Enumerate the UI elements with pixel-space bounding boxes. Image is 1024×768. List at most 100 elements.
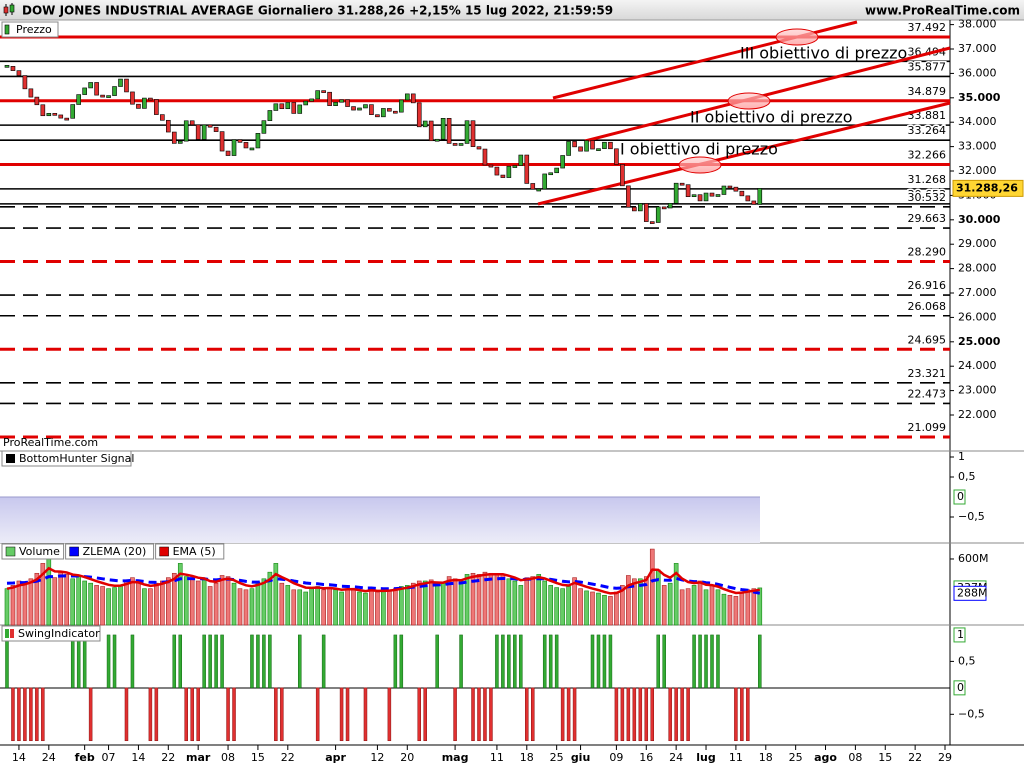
- candle: [375, 114, 380, 118]
- header-site[interactable]: www.ProRealTime.com: [865, 4, 1020, 18]
- x-tick-label: 25: [789, 751, 803, 764]
- x-tick-label: 24: [669, 751, 683, 764]
- candle: [142, 97, 147, 109]
- candle: [154, 99, 159, 115]
- candle: [315, 90, 320, 100]
- x-tick-label: mag: [442, 751, 469, 764]
- volume-bar: [703, 589, 709, 626]
- candle: [697, 194, 703, 202]
- x-tick-label: lug: [696, 751, 715, 764]
- x-tick-label: ago: [814, 751, 837, 764]
- volume-bar: [387, 589, 392, 626]
- candle: [255, 133, 261, 149]
- volume-bar: [363, 592, 368, 626]
- swing-bar: [513, 634, 517, 689]
- legend-label: EMA (5): [173, 545, 216, 558]
- pane-title[interactable]: Prezzo: [16, 23, 52, 36]
- swing-bar: [644, 687, 649, 742]
- swing-bar: [483, 687, 487, 742]
- swing-bar: [23, 687, 27, 742]
- volume-bar: [554, 587, 559, 626]
- candle: [243, 142, 249, 149]
- y-tick-label: 37.000: [958, 42, 997, 55]
- swing-bar: [280, 687, 284, 742]
- target-ellipse: [775, 28, 819, 46]
- volume-bar: [160, 580, 165, 626]
- pane-title[interactable]: SwingIndicator: [18, 627, 100, 640]
- volume-bar: [458, 580, 464, 626]
- candle: [136, 103, 141, 109]
- swing-bar: [423, 687, 427, 742]
- volume-bar: [488, 572, 494, 626]
- swing-bar: [226, 687, 230, 742]
- candle: [745, 195, 751, 202]
- candle: [560, 155, 565, 169]
- value-tag: [953, 489, 966, 505]
- volume-bar: [542, 580, 548, 626]
- trend-line: [584, 46, 951, 143]
- y-tick-label: 34.000: [958, 115, 997, 128]
- candle: [291, 102, 297, 114]
- candle: [213, 126, 219, 132]
- indicator-line: [6, 566, 760, 595]
- volume-bar: [375, 591, 380, 626]
- swing-bar: [519, 634, 523, 689]
- x-tick-label: 18: [520, 751, 534, 764]
- volume-bar: [243, 589, 249, 626]
- swing-bar: [638, 687, 643, 742]
- candle: [536, 188, 542, 192]
- volume-bar: [697, 580, 703, 626]
- candle: [709, 192, 715, 197]
- legend-swatch: [5, 546, 16, 557]
- swing-bar: [178, 634, 183, 689]
- volume-bar: [130, 577, 135, 626]
- volume-bar: [476, 574, 482, 626]
- volume-bar: [249, 588, 255, 626]
- x-tick-label: 11: [729, 751, 743, 764]
- value-tag: [953, 627, 966, 643]
- swing-bar: [124, 687, 129, 742]
- candle: [452, 143, 458, 146]
- candle: [393, 110, 398, 114]
- candle: [249, 147, 255, 151]
- y-tick-label: −0,5: [958, 510, 985, 523]
- volume-bar: [446, 576, 452, 626]
- candle: [58, 114, 64, 119]
- volume-bar: [602, 594, 607, 626]
- volume-bar: [512, 580, 518, 626]
- volume-bar: [757, 587, 763, 626]
- x-tick-label: 08: [221, 751, 235, 764]
- candle: [363, 104, 368, 109]
- candle: [297, 104, 303, 114]
- swing-bar: [656, 634, 660, 689]
- candle: [88, 82, 93, 89]
- x-tick-label: 08: [848, 751, 862, 764]
- swing-bar: [148, 687, 153, 742]
- level-label: 23.321: [908, 367, 947, 380]
- volume-bar: [661, 585, 667, 626]
- candle: [34, 96, 40, 106]
- volume-bar: [673, 563, 679, 626]
- legend-box: [65, 543, 155, 560]
- swing-bar: [297, 634, 302, 689]
- level-label: 30.653: [908, 188, 947, 201]
- volume-bar: [28, 578, 34, 626]
- volume-bar: [345, 588, 350, 626]
- pane-title[interactable]: BottomHunter Signal: [19, 452, 134, 465]
- volume-bar: [614, 591, 619, 626]
- candle: [219, 131, 225, 152]
- legend-box: [1, 450, 132, 467]
- volume-bar: [142, 588, 147, 626]
- y-tick-label: 27.000: [958, 286, 997, 299]
- swing-bar: [274, 687, 278, 742]
- candle: [124, 78, 129, 93]
- swing-bar: [82, 634, 87, 689]
- candle: [279, 103, 285, 110]
- volume-bar: [285, 585, 291, 626]
- volume-bar: [177, 563, 183, 626]
- candle: [440, 118, 446, 140]
- x-tick-label: 18: [759, 751, 773, 764]
- swing-bar: [345, 687, 350, 742]
- swing-bar: [184, 687, 188, 742]
- target-ellipse: [727, 92, 771, 110]
